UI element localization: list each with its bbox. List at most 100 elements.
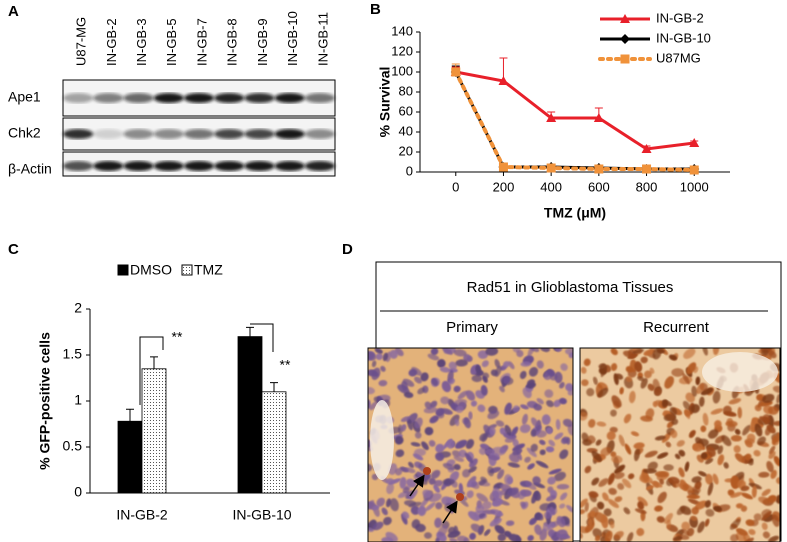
- nucleus: [504, 437, 515, 443]
- nucleus: [695, 376, 701, 386]
- nucleus: [588, 491, 599, 498]
- nucleus: [645, 485, 655, 491]
- column-label: Primary: [446, 319, 498, 336]
- nucleus: [414, 417, 423, 429]
- nucleus: [545, 446, 555, 453]
- blot-band: [93, 93, 124, 103]
- nucleus: [760, 349, 770, 356]
- nucleus: [381, 536, 394, 542]
- nucleus: [442, 478, 455, 485]
- nucleus: [395, 449, 405, 458]
- lane-label: IN-GB-7: [194, 18, 209, 66]
- nucleus: [400, 416, 411, 423]
- bar: [141, 368, 167, 494]
- nucleus: [698, 471, 707, 477]
- nucleus: [435, 537, 440, 542]
- nucleus: [733, 445, 741, 453]
- nucleus: [503, 361, 510, 368]
- nucleus: [583, 358, 591, 367]
- nucleus: [632, 348, 644, 354]
- nucleus: [368, 527, 374, 533]
- nucleus: [692, 486, 701, 494]
- nucleus: [745, 519, 755, 527]
- nucleus: [430, 348, 439, 356]
- nucleus: [580, 411, 588, 421]
- nucleus: [769, 445, 776, 455]
- marker: [642, 164, 652, 174]
- nucleus: [382, 352, 389, 362]
- nucleus: [737, 406, 742, 419]
- nucleus: [730, 434, 742, 442]
- nucleus: [592, 528, 603, 539]
- nucleus: [712, 390, 721, 404]
- nucleus: [725, 420, 738, 427]
- nucleus: [617, 482, 625, 490]
- nucleus: [448, 378, 455, 385]
- nucleus: [478, 479, 487, 486]
- nucleus: [654, 471, 669, 478]
- nucleus: [412, 453, 424, 461]
- nucleus: [753, 513, 762, 521]
- legend-label: DMSO: [130, 262, 172, 278]
- nucleus: [676, 440, 685, 447]
- nucleus: [423, 406, 438, 414]
- nucleus: [468, 511, 480, 521]
- lane-label: IN-GB-9: [255, 18, 270, 66]
- nucleus: [597, 501, 605, 510]
- nucleus: [730, 492, 743, 498]
- nucleus: [768, 450, 776, 460]
- nucleus: [454, 418, 460, 427]
- blot-band: [123, 161, 154, 171]
- tissue-image: [368, 348, 573, 542]
- nucleus: [734, 428, 741, 435]
- nucleus: [433, 484, 441, 493]
- nucleus: [476, 493, 489, 503]
- y-tick-label: 60: [399, 103, 413, 118]
- nucleus: [512, 405, 520, 413]
- nucleus: [686, 362, 697, 375]
- nucleus: [625, 375, 633, 383]
- nucleus: [674, 453, 681, 460]
- nucleus: [623, 507, 631, 515]
- nucleus: [526, 447, 537, 458]
- nucleus: [386, 482, 394, 495]
- nucleus: [439, 366, 451, 373]
- nucleus: [470, 523, 482, 533]
- nucleus: [528, 366, 539, 377]
- nucleus: [634, 361, 643, 373]
- nucleus: [468, 466, 477, 473]
- nucleus: [624, 443, 632, 455]
- nucleus: [535, 460, 549, 469]
- nucleus: [389, 498, 399, 512]
- protein-label: Ape1: [8, 89, 41, 105]
- marker: [620, 34, 630, 44]
- lane-label: IN-GB-11: [315, 12, 330, 66]
- blot-band: [93, 129, 124, 139]
- nucleus: [637, 496, 648, 507]
- nucleus: [402, 486, 410, 494]
- nucleus: [607, 498, 620, 509]
- nucleus: [702, 348, 708, 356]
- nucleus: [562, 418, 573, 427]
- nucleus: [610, 348, 618, 356]
- y-tick-label: 0.5: [63, 438, 83, 454]
- y-axis-label: % Survival: [377, 67, 393, 138]
- nucleus: [531, 490, 539, 504]
- protein-label: β-Actin: [8, 161, 52, 177]
- nucleus: [539, 348, 551, 353]
- nucleus: [475, 364, 482, 375]
- y-tick-label: 80: [399, 83, 413, 98]
- nucleus: [464, 452, 474, 464]
- y-tick-label: 1.5: [63, 346, 83, 362]
- nucleus: [521, 413, 528, 425]
- marker: [689, 138, 700, 147]
- nucleus: [602, 492, 609, 502]
- nucleus: [613, 472, 625, 480]
- nucleus: [614, 496, 623, 503]
- nucleus: [587, 435, 596, 444]
- nucleus: [453, 349, 467, 357]
- nucleus: [684, 461, 690, 472]
- nucleus: [741, 492, 753, 500]
- nucleus: [435, 443, 445, 453]
- nucleus: [385, 498, 392, 508]
